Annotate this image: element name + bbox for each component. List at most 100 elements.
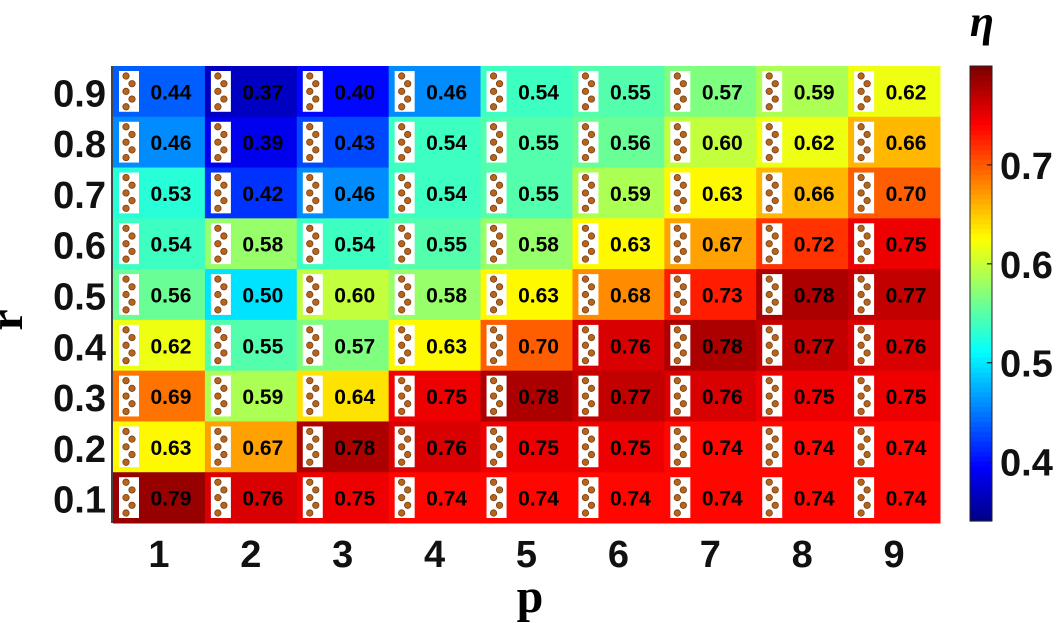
colorbar-segment	[970, 382, 992, 389]
polymer-chain-icon	[670, 121, 691, 163]
polymer-chain-icon	[210, 274, 231, 315]
polymer-chain-icon	[578, 71, 599, 112]
cell-value-label: 0.75	[794, 386, 835, 409]
polymer-chain-icon	[486, 121, 507, 163]
cell-value-label: 0.46	[334, 183, 375, 206]
polymer-chain-icon	[486, 274, 507, 315]
polymer-chain-icon	[854, 172, 875, 214]
colorbar-segment	[970, 402, 992, 408]
polymer-chain-icon	[854, 477, 875, 518]
polymer-chain-icon	[578, 274, 599, 315]
cell-value-label: 0.67	[242, 437, 283, 460]
cell-value-label: 0.75	[610, 437, 651, 460]
colorbar-segment	[970, 125, 992, 131]
colorbar-segment	[970, 224, 992, 230]
colorbar-segment	[970, 199, 992, 206]
polymer-chain-icon	[486, 172, 507, 214]
polymer-chain-icon	[394, 172, 415, 214]
cell-value-label: 0.54	[426, 183, 467, 206]
colorbar-segment	[970, 85, 992, 92]
cell-value-label: 0.70	[518, 335, 559, 358]
polymer-chain-icon	[854, 223, 875, 265]
y-tick-label: 0.6	[53, 226, 106, 268]
polymer-chain-icon	[210, 71, 231, 112]
colorbar-segment	[970, 407, 992, 413]
colorbar-tick-label: 0.4	[1000, 443, 1053, 485]
cell-value-label: 0.59	[610, 183, 651, 206]
polymer-chain-icon	[762, 223, 783, 265]
colorbar-segment	[970, 90, 992, 97]
cell-value-label: 0.77	[610, 386, 651, 409]
polymer-chain-icon	[394, 121, 415, 163]
colorbar-segment	[970, 491, 992, 497]
x-axis-title: p	[517, 570, 544, 623]
polymer-chain-icon	[670, 274, 691, 315]
colorbar-segment	[970, 66, 992, 72]
polymer-chain-icon	[119, 477, 139, 518]
polymer-chain-icon	[762, 477, 783, 518]
polymer-chain-icon	[578, 477, 599, 518]
colorbar-segment	[970, 516, 992, 522]
polymer-chain-icon	[670, 223, 691, 265]
y-tick-label: 0.5	[53, 277, 106, 319]
colorbar-segment	[970, 145, 992, 151]
colorbar-segment	[970, 239, 992, 245]
chain-icons	[119, 71, 875, 518]
colorbar-segment	[970, 204, 992, 211]
colorbar-segment	[970, 130, 992, 136]
cell-value-label: 0.76	[886, 335, 927, 358]
colorbar-segment	[970, 313, 992, 319]
cell-value-label: 0.76	[610, 335, 651, 358]
cell-value-label: 0.54	[426, 132, 467, 155]
polymer-chain-icon	[302, 71, 323, 112]
cell-value-label: 0.37	[242, 81, 283, 104]
cell-value-label: 0.76	[702, 386, 743, 409]
colorbar-segment	[970, 377, 992, 384]
polymer-chain-icon	[302, 426, 323, 468]
polymer-chain-icon	[762, 375, 783, 417]
colorbar-tick-label: 0.5	[1000, 344, 1053, 386]
colorbar-segment	[970, 273, 992, 280]
polymer-chain-icon	[578, 324, 599, 366]
colorbar-segment	[970, 333, 992, 339]
cell-value-label: 0.64	[334, 386, 375, 409]
colorbar-segment	[970, 347, 992, 354]
cell-value-label: 0.75	[518, 437, 559, 460]
cell-value-label: 0.58	[518, 234, 559, 257]
colorbar-segment	[970, 189, 992, 196]
polymer-chain-icon	[670, 324, 691, 366]
polymer-chain-icon	[486, 477, 507, 518]
colorbar-segment	[970, 323, 992, 329]
cell-value-label: 0.75	[426, 386, 467, 409]
colorbar-segment	[970, 258, 992, 265]
colorbar-segment	[970, 179, 992, 186]
polymer-chain-icon	[394, 274, 415, 315]
y-axis-title: r	[0, 309, 33, 330]
colorbar-segment	[970, 436, 992, 443]
cell-value-label: 0.63	[151, 437, 192, 460]
polymer-chain-icon	[486, 375, 507, 417]
colorbar-segment	[970, 244, 992, 250]
cell-value-label: 0.55	[426, 234, 467, 257]
colorbar-segment	[970, 471, 992, 478]
cell-value-label: 0.54	[334, 234, 375, 257]
colorbar-segment	[970, 209, 992, 215]
cell-value-label: 0.59	[242, 386, 283, 409]
colorbar-tick-label: 0.7	[1000, 146, 1053, 188]
cell-value-label: 0.75	[334, 488, 375, 511]
colorbar-segment	[970, 283, 992, 290]
cell-value-label: 0.55	[242, 335, 283, 358]
polymer-chain-icon	[210, 172, 231, 214]
cell-value-label: 0.78	[518, 386, 559, 409]
polymer-chain-icon	[670, 477, 691, 518]
colorbar-segment	[970, 229, 992, 235]
colorbar-segment	[970, 362, 992, 369]
polymer-chain-icon	[210, 375, 231, 417]
polymer-chain-icon	[854, 426, 875, 468]
colorbar-segment	[970, 466, 992, 473]
cell-value-labels: 0.44 0.37 0.40 0.46 0.54 0.55 0.57 0.59 0.62 0.46…	[151, 81, 927, 510]
y-tick-label: 0.9	[53, 73, 106, 115]
colorbar-segment	[970, 80, 992, 87]
polymer-chain-icon	[302, 172, 323, 214]
x-tick-label: 8	[792, 534, 813, 576]
